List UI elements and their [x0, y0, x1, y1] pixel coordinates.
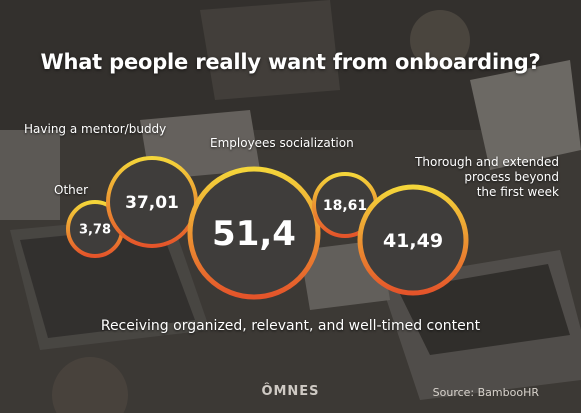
bubble-value-thorough: 41,49: [383, 230, 443, 252]
label-other: Other: [54, 183, 89, 197]
bubble-mentor: 37,01: [106, 156, 198, 248]
label-content: Receiving organized, relevant, and well-…: [100, 318, 481, 334]
label-thorough-line-3: the first week: [476, 185, 559, 199]
chart-title: What people really want from onboarding?: [40, 50, 541, 74]
bubble-circle-thorough: [357, 184, 469, 296]
label-socialization: Employees socialization: [210, 136, 354, 150]
bubble-value-content: 51,4: [212, 214, 296, 254]
source-note: Source: BambooHR: [432, 386, 539, 399]
bubble-value-socialization: 18,61: [323, 198, 367, 214]
bubble-value-other: 3,78: [79, 223, 111, 238]
label-thorough: Thorough and extended process beyond the…: [415, 155, 559, 200]
bubble-content: 51,4: [187, 166, 321, 300]
bubble-value-mentor: 37,01: [125, 193, 179, 213]
bubble-circle-content: [187, 166, 321, 300]
label-mentor: Having a mentor/buddy: [24, 122, 167, 136]
brand-logo: ÔMNES: [261, 384, 320, 399]
bubble-thorough: 41,49: [357, 184, 469, 296]
label-thorough-line-2: process beyond: [464, 170, 559, 184]
label-thorough-line-1: Thorough and extended: [415, 155, 559, 169]
